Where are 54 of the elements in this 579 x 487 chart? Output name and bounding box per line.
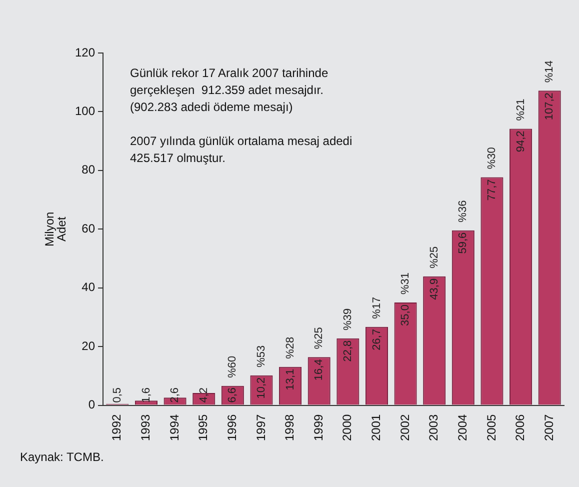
text: Kaynak: TCMB.: [20, 450, 104, 464]
data-label: 94,2: [514, 130, 527, 152]
data-label: 26,7: [370, 328, 383, 350]
x-tick-label: 1993: [138, 414, 153, 442]
annotation: %31: [400, 272, 412, 295]
annotation: %53: [256, 345, 268, 368]
y-tick-label: 100: [74, 104, 96, 118]
x-tick-label: 2007: [542, 414, 556, 442]
data-label: 1,6: [140, 388, 152, 403]
annotation: %30: [486, 147, 498, 170]
annotation: %21: [514, 98, 527, 121]
x-tick-label: 1999: [311, 414, 326, 442]
data-label: 2,6: [169, 388, 182, 403]
y-tick-label: 40: [82, 280, 96, 294]
data-label: 4,2: [198, 388, 210, 403]
data-label: 77,7: [486, 179, 498, 201]
annotation: %60: [226, 356, 239, 378]
data-label: 22,8: [342, 340, 354, 362]
x-tick-label: 1996: [224, 414, 239, 442]
data-label: 59,6: [457, 232, 470, 254]
data-label: 10,2: [256, 377, 268, 399]
x-tick-label: 2000: [340, 414, 354, 442]
y-tick-label: 80: [82, 162, 96, 177]
data-label: 6,6: [226, 388, 239, 403]
x-tick-label: 1997: [254, 414, 268, 442]
data-label: 0,5: [111, 388, 124, 403]
y-tick-label: 0: [88, 398, 96, 412]
x-tick-label: 2002: [398, 414, 412, 442]
x-tick-label: 1992: [110, 414, 124, 442]
x-tick-label: 1995: [196, 414, 210, 442]
data-label: 43,9: [428, 278, 440, 300]
annotation: %14: [544, 60, 556, 83]
annotation: %39: [342, 308, 354, 330]
x-tick-label: 2006: [513, 414, 528, 442]
data-label: 16,4: [313, 359, 326, 381]
annotation: %17: [370, 296, 383, 319]
data-label: 13,1: [284, 368, 296, 390]
y-tick-label: 20: [82, 338, 96, 353]
annotation: %28: [284, 336, 296, 359]
annotation: %25: [313, 327, 326, 350]
x-tick-label: 1994: [167, 414, 182, 442]
y-tick-label: 60: [82, 221, 96, 236]
x-tick-label: 2005: [484, 414, 498, 442]
x-tick-label: 2004: [455, 414, 470, 442]
data-label: 107,2: [544, 92, 556, 120]
annotation: %25: [428, 246, 440, 268]
text: Günlük rekor 17 Aralık 2007 tarihinde gerçekleşen 912.359 adet mesajdır. (902.283 adedi ödeme mesajı) 2007 yılında günlük ortalama mesaj adedi 425.517 olmuştur.: [130, 66, 352, 165]
data-label: 35,0: [400, 304, 412, 326]
y-axis-title: Milyon Adet: [42, 212, 68, 246]
x-tick-label: 1998: [282, 414, 297, 442]
y-tick-label: 120: [74, 45, 96, 60]
x-tick-label: 2003: [426, 414, 441, 442]
x-tick-label: 2001: [369, 414, 384, 442]
annotation: %36: [457, 200, 470, 222]
